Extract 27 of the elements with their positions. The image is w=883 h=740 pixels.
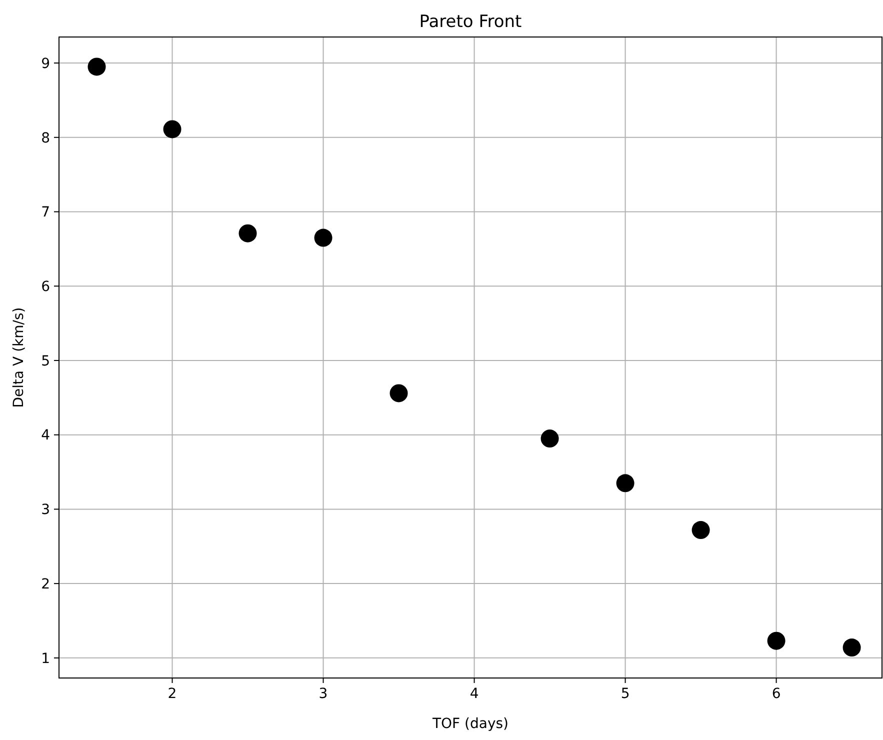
x-tick-label: 6 (772, 686, 781, 702)
y-axis-title: Delta V (km/s) (11, 307, 27, 408)
point (692, 521, 710, 540)
x-axis-title: TOF (days) (431, 716, 509, 732)
point (842, 638, 861, 657)
y-tick-label: 2 (41, 576, 50, 592)
point (163, 120, 182, 138)
chart-title: Pareto Front (419, 12, 522, 32)
x-tick-label: 3 (318, 686, 328, 702)
x-tick-label: 4 (470, 686, 479, 702)
point (540, 430, 559, 448)
y-tick-label: 8 (41, 130, 50, 146)
y-tick-label: 6 (41, 279, 50, 296)
y-tick-label: 9 (41, 56, 50, 72)
point (767, 632, 786, 650)
y-tick-label: 7 (41, 204, 50, 221)
y-tick-label: 5 (41, 353, 50, 370)
point (616, 474, 634, 492)
x-tick-label: 5 (620, 686, 630, 702)
y-tick-label: 4 (41, 428, 50, 444)
y-tick-label: 3 (41, 502, 50, 518)
y-tick-label: 1 (41, 650, 50, 667)
point (88, 58, 106, 76)
point (238, 224, 257, 242)
point (390, 384, 408, 402)
x-tick-label: 2 (168, 686, 177, 702)
point (314, 228, 332, 247)
